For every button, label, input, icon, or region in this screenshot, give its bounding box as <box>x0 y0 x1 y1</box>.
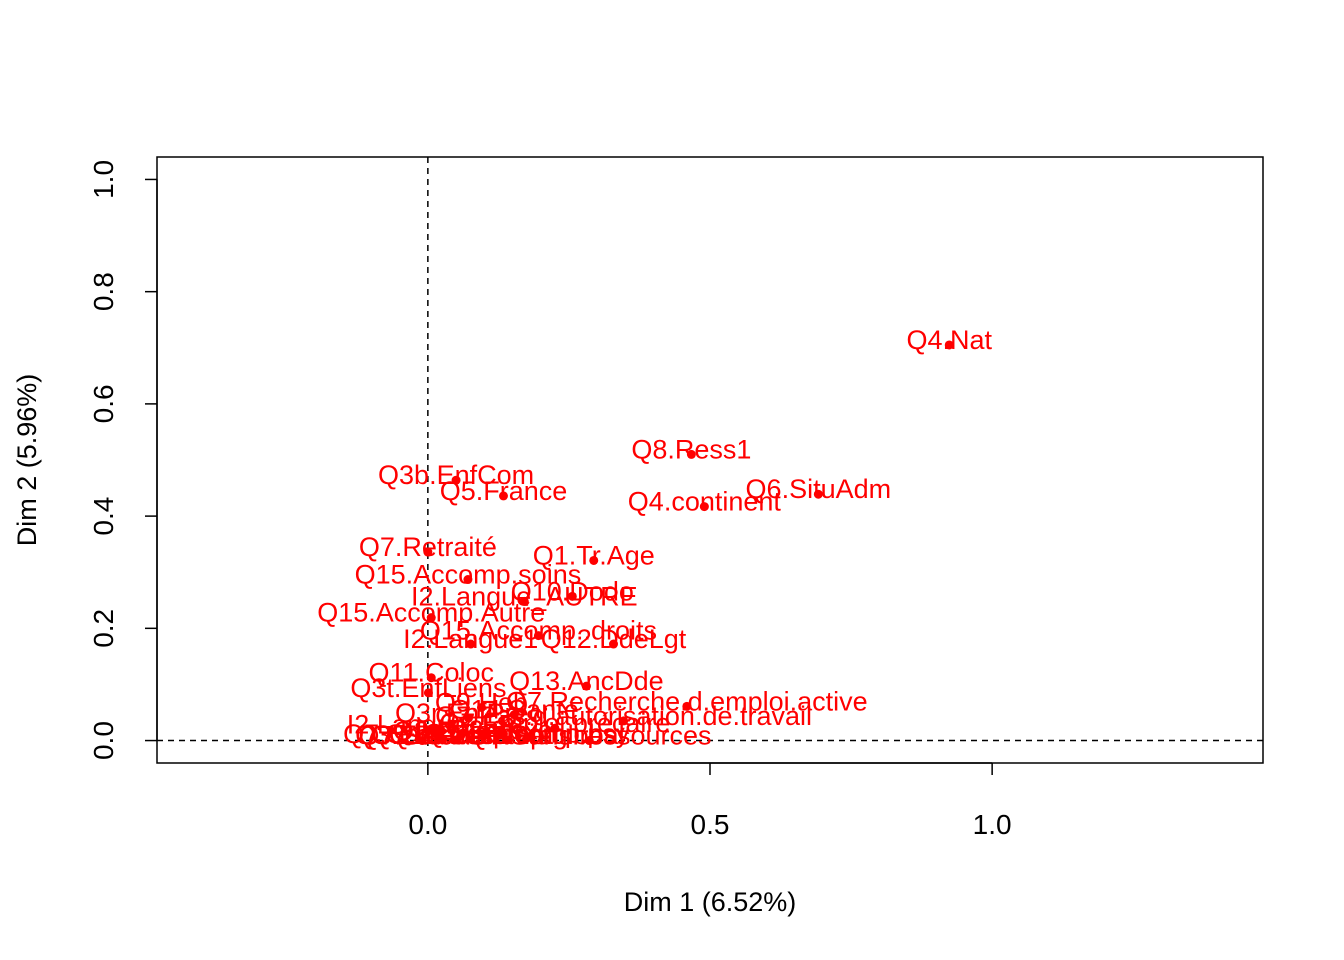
point-label: Q12.DdeLgt <box>541 624 687 654</box>
x-axis: 0.0 0.5 1.0 <box>408 762 1012 840</box>
data-point <box>813 489 823 499</box>
point-label: Q3b.EnfCom <box>378 460 534 490</box>
data-point <box>550 723 560 733</box>
point-label: Q11.Coloc <box>368 658 494 688</box>
point-label: I2.Langue_AUTRE <box>411 581 638 611</box>
data-point <box>533 631 543 641</box>
data-point <box>498 491 508 501</box>
point-label: Q10.Dodo <box>511 576 634 606</box>
point-label: I2.Langue_FR <box>347 709 518 739</box>
x-tick-label: 0.0 <box>408 809 447 840</box>
point-label: I2.Langue1 <box>403 624 538 654</box>
point-label: Q4.continent <box>628 487 782 517</box>
point-label: Q7.Recherche.d.emploi.active <box>506 686 868 716</box>
data-point <box>423 688 433 698</box>
data-point <box>426 613 436 623</box>
point-label: Q15.Accomp.Autre <box>317 598 545 628</box>
point-label: Q3t.EnfLiens <box>350 673 506 703</box>
data-point <box>589 555 599 565</box>
data-point <box>476 702 486 712</box>
point-label: Q3.Enfants <box>393 716 528 746</box>
point-label: Q4.Nat <box>906 325 992 355</box>
x-tick-label: 1.0 <box>973 809 1012 840</box>
point-label: Q15.Accomp..droits <box>420 616 657 646</box>
y-tick-label: 0.0 <box>88 721 119 760</box>
y-axis-title: Dim 2 (5.96%) <box>12 374 42 547</box>
point-label: Q7.Etudiant <box>371 720 514 750</box>
y-tick-label: 0.8 <box>88 272 119 311</box>
point-label: Q8.Ress1 <box>631 434 751 464</box>
data-point <box>584 736 594 746</box>
data-point <box>699 502 709 512</box>
point-label: Q7.Retraité <box>359 532 497 562</box>
point-label: Q14.Santé <box>450 695 579 725</box>
point-label: Q3.EnfPrec.Total <box>355 720 559 750</box>
data-point <box>509 710 519 720</box>
data-point <box>423 547 433 557</box>
data-point <box>417 736 427 746</box>
data-point <box>463 575 473 585</box>
y-axis: 0.0 0.2 0.4 0.6 0.8 1.0 <box>88 160 158 760</box>
y-tick-label: 0.2 <box>88 609 119 648</box>
data-point <box>609 639 619 649</box>
data-point <box>686 449 696 459</box>
data-point <box>944 340 954 350</box>
data-point <box>502 735 512 745</box>
point-label: Q13.AncDde <box>509 666 664 696</box>
point-label: Q2.Sexe <box>448 715 553 745</box>
point-label: Q7.Pas.d.autorisation.de.travail <box>435 701 812 731</box>
data-point <box>519 596 529 606</box>
x-axis-title: Dim 1 (6.52%) <box>624 887 797 917</box>
y-tick-label: 0.6 <box>88 384 119 423</box>
data-point <box>466 639 476 649</box>
data-point <box>427 724 437 734</box>
point-label: Q7.Salarié <box>358 721 486 751</box>
reference-lines <box>157 157 1263 763</box>
data-point <box>451 475 461 485</box>
data-point <box>463 713 473 723</box>
point-label: Q7.Sans.emploi <box>343 719 535 749</box>
data-point <box>682 701 692 711</box>
data-point <box>452 735 462 745</box>
x-tick-label: 0.5 <box>691 809 730 840</box>
point-label: Q7.Sans.ressources <box>467 721 712 751</box>
data-point <box>581 681 591 691</box>
data-points <box>417 340 954 746</box>
point-label: Q7.Emploi.précaire <box>439 708 670 738</box>
point-label: Q15.Accomp.global <box>389 720 625 750</box>
data-point <box>522 733 532 743</box>
data-point <box>438 735 448 745</box>
point-label: Q15.Accomp.psy <box>424 718 630 748</box>
point-label: Q6.SituAdm <box>746 474 892 504</box>
data-point <box>619 716 629 726</box>
y-tick-label: 0.4 <box>88 497 119 536</box>
data-point <box>567 591 577 601</box>
point-label: Q5.France <box>440 476 568 506</box>
data-point <box>426 673 436 683</box>
point-label: Q1.Tr.Age <box>533 540 655 570</box>
point-label: Q9.Heb <box>435 687 528 717</box>
data-point <box>495 730 505 740</box>
point-label: Q3r.EnfPrec <box>395 698 542 728</box>
point-label: Q15.Accomp.soins <box>355 560 582 590</box>
y-tick-label: 1.0 <box>88 160 119 199</box>
